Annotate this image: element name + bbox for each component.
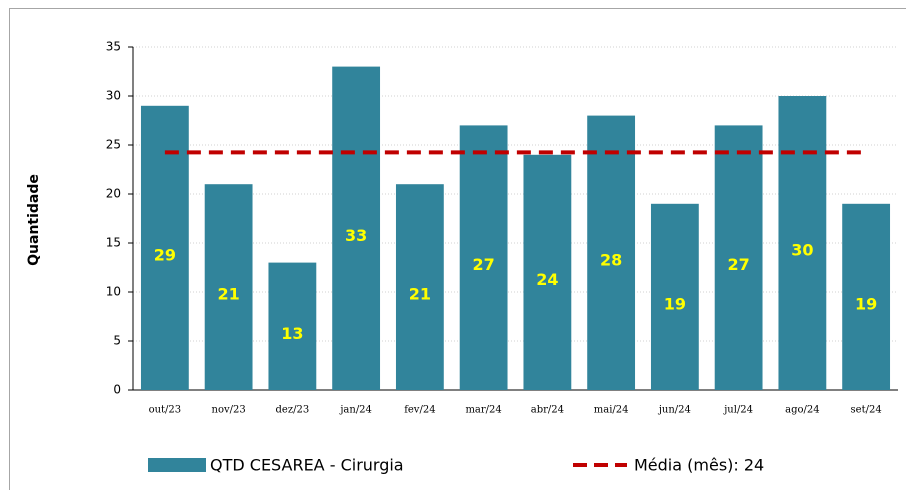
y-tick-label: 25 — [106, 138, 121, 152]
data-label: 24 — [536, 270, 558, 289]
y-axis-label: Quantidade — [26, 174, 42, 266]
x-tick-label: jan/24 — [339, 405, 372, 416]
y-tick-label: 15 — [106, 236, 121, 250]
legend-swatch — [148, 458, 206, 472]
bar — [778, 96, 827, 390]
bar — [204, 184, 253, 390]
x-tick-label: out/23 — [149, 405, 182, 416]
bar — [842, 203, 891, 390]
chart-frame — [9, 8, 906, 490]
data-label: 27 — [472, 255, 494, 274]
x-tick-label: fev/24 — [404, 405, 435, 416]
bar — [459, 125, 508, 391]
x-tick-label: mai/24 — [594, 405, 629, 416]
x-tick-label: set/24 — [851, 405, 882, 416]
x-tick-label: ago/24 — [785, 405, 819, 416]
x-tick-label: nov/23 — [212, 405, 246, 416]
x-tick-label: jul/24 — [723, 405, 753, 416]
bar — [332, 66, 381, 390]
data-label: 13 — [281, 324, 303, 343]
y-tick-label: 20 — [106, 187, 121, 201]
data-label: 19 — [664, 294, 686, 313]
y-tick-label: 35 — [106, 40, 121, 54]
bar — [587, 115, 636, 390]
data-label: 29 — [154, 245, 176, 264]
bar — [714, 125, 763, 391]
x-tick-label: jun/24 — [658, 405, 691, 416]
y-tick-label: 5 — [113, 334, 121, 348]
data-label: 28 — [600, 250, 622, 269]
legend-label: Média (mês): 24 — [634, 456, 764, 475]
y-tick-label: 30 — [106, 89, 121, 103]
legend-label: QTD CESAREA - Cirurgia — [210, 456, 404, 475]
x-tick-label: dez/23 — [276, 405, 310, 416]
data-label: 21 — [409, 285, 431, 304]
data-label: 30 — [791, 241, 813, 260]
y-tick-label: 10 — [106, 285, 121, 299]
bar — [268, 262, 317, 390]
bar — [650, 203, 699, 390]
x-tick-label: abr/24 — [531, 405, 564, 416]
bar — [523, 154, 572, 390]
data-label: 33 — [345, 226, 367, 245]
data-label: 27 — [727, 255, 749, 274]
y-tick-label: 0 — [113, 383, 121, 397]
bar — [395, 184, 444, 390]
data-label: 19 — [855, 294, 877, 313]
data-label: 21 — [217, 285, 239, 304]
x-tick-label: mar/24 — [465, 405, 501, 416]
